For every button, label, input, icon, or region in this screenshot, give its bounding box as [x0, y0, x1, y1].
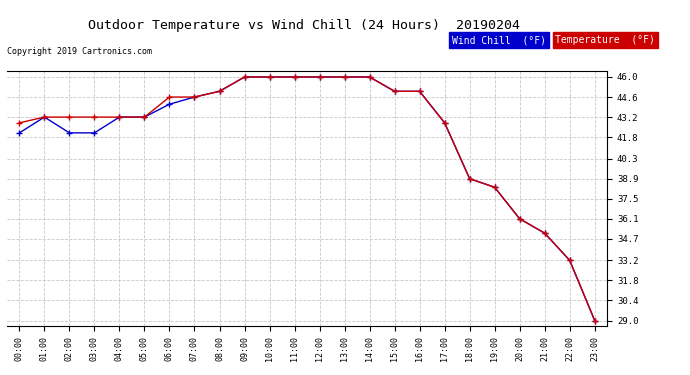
Text: Copyright 2019 Cartronics.com: Copyright 2019 Cartronics.com — [7, 47, 152, 56]
Text: Outdoor Temperature vs Wind Chill (24 Hours)  20190204: Outdoor Temperature vs Wind Chill (24 Ho… — [88, 19, 520, 32]
Text: Temperature  (°F): Temperature (°F) — [555, 35, 656, 45]
Text: Wind Chill  (°F): Wind Chill (°F) — [452, 35, 546, 45]
